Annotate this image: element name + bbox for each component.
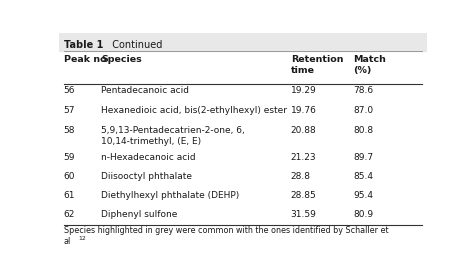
Text: 58: 58 [64, 126, 75, 135]
Text: 60: 60 [64, 172, 75, 181]
Text: Table 1: Table 1 [64, 40, 103, 50]
Text: Retention
time: Retention time [291, 55, 343, 75]
Text: n-Hexadecanoic acid: n-Hexadecanoic acid [101, 153, 196, 162]
Text: 61: 61 [64, 191, 75, 200]
Text: 85.4: 85.4 [353, 172, 373, 181]
Text: 28.8: 28.8 [291, 172, 310, 181]
Text: Hexanedioic acid, bis(2-ethylhexyl) ester: Hexanedioic acid, bis(2-ethylhexyl) este… [101, 106, 288, 115]
Text: Pentadecanoic acid: Pentadecanoic acid [101, 86, 190, 95]
Text: Diisooctyl phthalate: Diisooctyl phthalate [101, 172, 192, 181]
Text: 20.88: 20.88 [291, 126, 317, 135]
Text: 87.0: 87.0 [353, 106, 373, 115]
Text: 21.23: 21.23 [291, 153, 316, 162]
Text: Species: Species [101, 55, 142, 64]
Text: Continued: Continued [106, 40, 162, 50]
Text: 19.76: 19.76 [291, 106, 317, 115]
Text: 78.6: 78.6 [353, 86, 373, 95]
Text: Diethylhexyl phthalate (DEHP): Diethylhexyl phthalate (DEHP) [101, 191, 240, 200]
Text: Peak no: Peak no [64, 55, 106, 64]
Text: Match
(%): Match (%) [353, 55, 386, 75]
Text: 89.7: 89.7 [353, 153, 373, 162]
Text: 80.9: 80.9 [353, 210, 373, 219]
Text: 12: 12 [78, 236, 86, 241]
Text: 19.29: 19.29 [291, 86, 317, 95]
Text: 57: 57 [64, 106, 75, 115]
Text: 59: 59 [64, 153, 75, 162]
Text: 56: 56 [64, 86, 75, 95]
Text: Diphenyl sulfone: Diphenyl sulfone [101, 210, 178, 219]
Text: al: al [64, 237, 71, 246]
Text: 80.8: 80.8 [353, 126, 373, 135]
Text: 31.59: 31.59 [291, 210, 317, 219]
Text: 95.4: 95.4 [353, 191, 373, 200]
Text: 28.85: 28.85 [291, 191, 317, 200]
Bar [59, 33, 427, 51]
Text: 5,9,13-Pentadecatrien-2-one, 6,
10,14-trimethyl, (E, E): 5,9,13-Pentadecatrien-2-one, 6, 10,14-tr… [101, 126, 245, 146]
Text: 62: 62 [64, 210, 75, 219]
Text: Species highlighted in grey were common with the ones identified by Schaller et: Species highlighted in grey were common … [64, 226, 388, 235]
